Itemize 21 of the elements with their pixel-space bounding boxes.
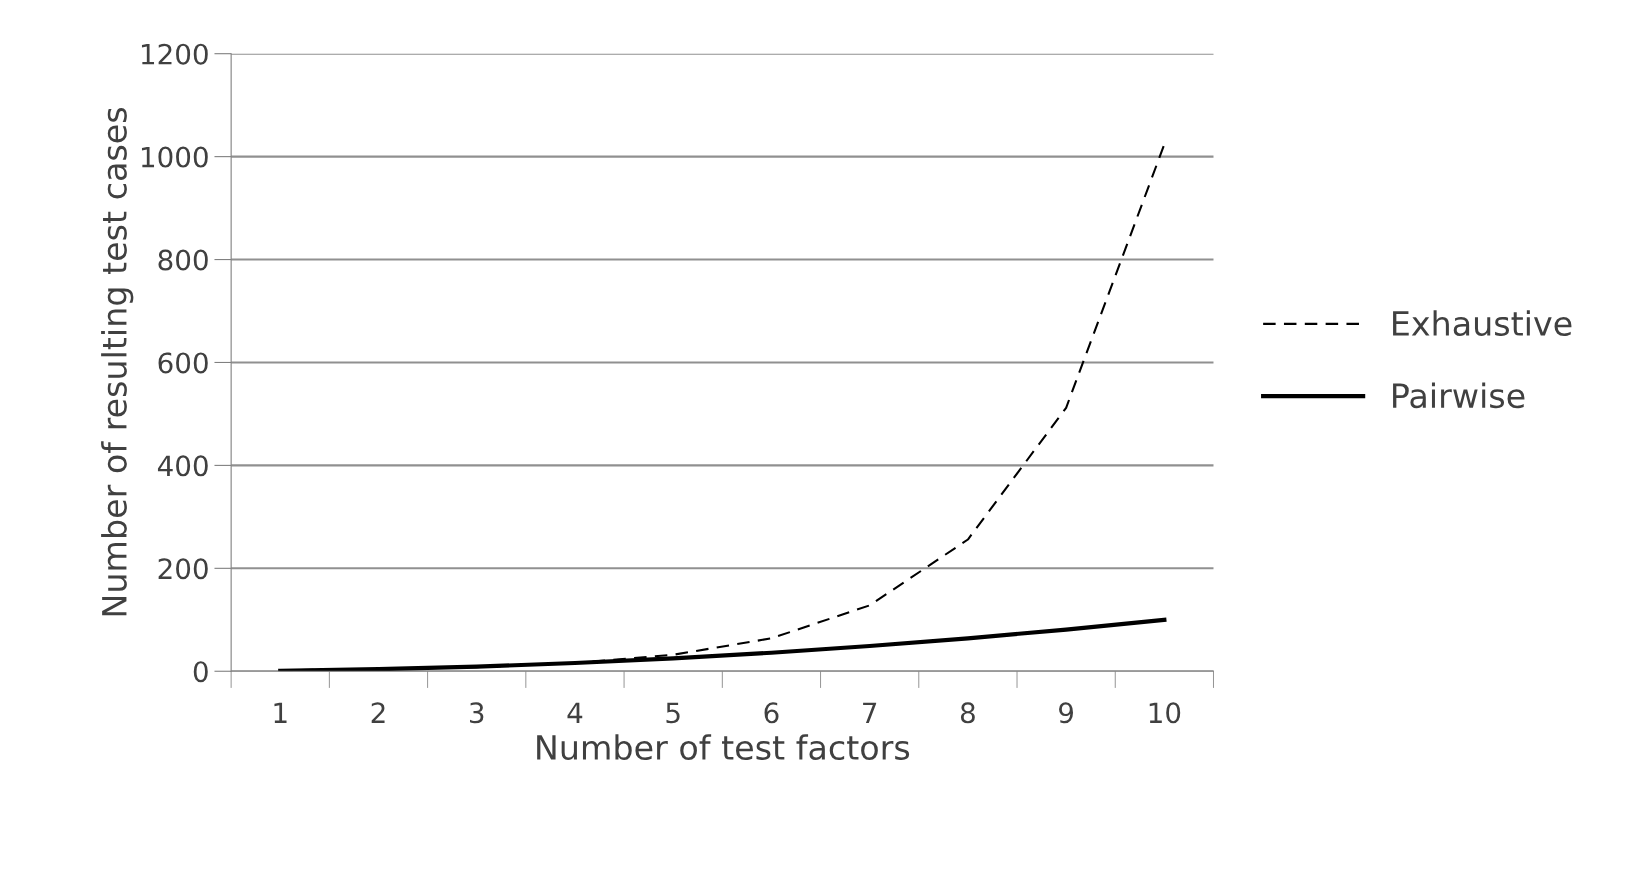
legend-label: Pairwise bbox=[1393, 382, 1525, 409]
x-tick-label: 3 bbox=[470, 702, 484, 724]
x-tick-label: 6 bbox=[764, 702, 779, 724]
x-tick-label: 8 bbox=[960, 702, 975, 724]
x-tick-label: 2 bbox=[371, 702, 385, 723]
y-tick-label: 600 bbox=[158, 352, 208, 374]
x-tick-label: 9 bbox=[1059, 702, 1074, 724]
x-axis-title: Number of test factors bbox=[537, 734, 910, 761]
legend-label: Exhaustive bbox=[1393, 310, 1572, 337]
y-tick-label: 400 bbox=[157, 455, 208, 477]
y-tick-label: 1000 bbox=[141, 146, 208, 168]
y-axis-title: Number of resulting test cases bbox=[101, 107, 134, 616]
y-tick-label: 800 bbox=[158, 249, 208, 271]
y-tick-label: 1200 bbox=[141, 43, 208, 65]
x-tick-label: 7 bbox=[863, 702, 877, 723]
x-tick-label: 4 bbox=[567, 702, 583, 723]
x-tick-label: 1 bbox=[274, 702, 287, 723]
x-tick-label: 5 bbox=[666, 702, 680, 724]
y-tick-label: 0 bbox=[193, 661, 208, 683]
y-tick-label: 200 bbox=[158, 558, 208, 580]
x-tick-label: 10 bbox=[1149, 702, 1181, 724]
